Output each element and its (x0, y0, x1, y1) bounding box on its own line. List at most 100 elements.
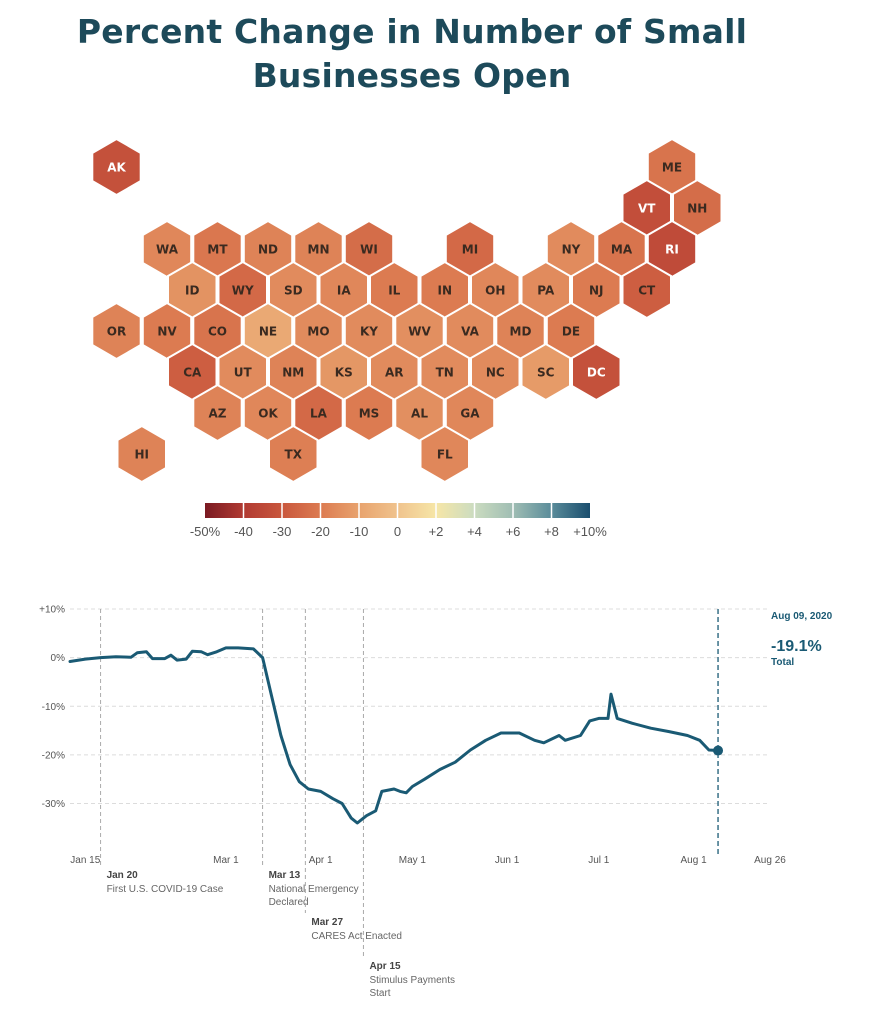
hex-nj[interactable]: NJ (571, 260, 622, 320)
hex-label: SD (284, 284, 303, 298)
hex-wv[interactable]: WV (394, 301, 445, 361)
annotation-text: National Emergency (269, 884, 359, 895)
hex-tile (470, 342, 521, 402)
hex-label: AR (385, 366, 404, 380)
hex-me[interactable]: ME (646, 137, 698, 197)
hex-mt[interactable]: MT (192, 219, 243, 279)
legend-tick-label: -40 (234, 524, 253, 539)
hex-tile (268, 424, 319, 484)
hex-ms[interactable]: MS (343, 383, 395, 443)
hex-ak[interactable]: AK (91, 137, 142, 197)
hex-vt[interactable]: VT (621, 178, 672, 238)
hex-label: MT (207, 243, 228, 257)
hex-label: OR (107, 325, 126, 339)
hex-nh[interactable]: NH (672, 178, 723, 238)
y-tick-label: -10% (42, 702, 65, 713)
x-tick-label: Jan 15 (70, 855, 100, 866)
annotation-apr-15: Apr 15 Stimulus Payments Start (362, 609, 455, 999)
hex-label: TX (285, 448, 303, 462)
hex-map: AK ME VT NH WA MT ND MN WI MI NY MA RI ID WY SD IA IL IN OH… (91, 137, 723, 539)
hex-or[interactable]: OR (91, 301, 142, 361)
end-label-value: -19.1% (771, 638, 822, 655)
x-tick-label: Jun 1 (495, 855, 520, 866)
hex-label: FL (437, 448, 453, 462)
hex-label: MS (359, 407, 380, 421)
hex-dc[interactable]: DC (571, 342, 622, 402)
line-chart: +10% 0% -10% -20% -30% Jan 15 Mar 1 Apr 1 May 1 J… (39, 605, 833, 1000)
hex-label: NV (157, 325, 177, 339)
hex-tn[interactable]: TN (419, 342, 470, 402)
hex-label: TN (436, 366, 454, 380)
hex-label: KS (335, 366, 353, 380)
legend-tick-label: 0 (394, 524, 401, 539)
hex-label: MN (308, 243, 330, 257)
legend-swatch (359, 503, 398, 518)
hex-la[interactable]: LA (293, 383, 344, 443)
hex-tx[interactable]: TX (268, 424, 319, 484)
hex-label: AL (411, 407, 428, 421)
hex-label: KY (360, 325, 378, 339)
hex-label: CT (638, 284, 656, 298)
annotation-date: Mar 27 (311, 917, 343, 928)
hex-md[interactable]: MD (495, 301, 546, 361)
hex-label: GA (460, 407, 480, 421)
hex-label: ID (185, 284, 199, 298)
y-tick-label: -20% (42, 750, 65, 761)
hex-label: LA (310, 407, 328, 421)
hex-label: NH (687, 202, 707, 216)
end-label-date: Aug 09, 2020 (771, 611, 833, 622)
hex-tile (672, 178, 723, 238)
hex-label: MD (510, 325, 532, 339)
hex-wa[interactable]: WA (141, 219, 193, 279)
hex-ok[interactable]: OK (242, 383, 294, 443)
hex-label: ND (258, 243, 278, 257)
y-tick-label: -30% (42, 799, 65, 810)
hex-tile (621, 260, 672, 320)
annotation-text: CARES Act Enacted (311, 931, 402, 942)
series-line (68, 646, 720, 825)
legend-tick-label: +2 (429, 524, 444, 539)
hex-ks[interactable]: KS (318, 342, 369, 402)
hex-label: UT (234, 366, 253, 380)
hex-sc[interactable]: SC (520, 342, 571, 402)
hex-tile (571, 342, 622, 402)
chart-title-line2: Businesses Open (252, 56, 572, 95)
hex-label: PA (537, 284, 555, 298)
hex-va[interactable]: VA (444, 301, 496, 361)
legend-swatch (436, 503, 475, 518)
legend-swatch (243, 503, 282, 518)
hex-wi[interactable]: WI (343, 219, 395, 279)
hex-fl[interactable]: FL (419, 424, 470, 484)
hex-pa[interactable]: PA (520, 260, 571, 320)
hex-label: NJ (589, 284, 604, 298)
hex-ne[interactable]: NE (242, 301, 294, 361)
legend-swatch (320, 503, 359, 518)
annotation-mar-27: Mar 27 CARES Act Enacted (304, 609, 402, 942)
hex-label: IL (388, 284, 400, 298)
hex-az[interactable]: AZ (192, 383, 243, 443)
x-tick-label: May 1 (399, 855, 427, 866)
hex-label: VT (638, 202, 656, 216)
hex-label: WY (232, 284, 254, 298)
hex-label: AZ (209, 407, 227, 421)
annotation-mar-13: Mar 13 National Emergency Declared (262, 609, 359, 908)
hex-label: OK (258, 407, 278, 421)
hex-label: WI (360, 243, 378, 257)
hex-label: WV (408, 325, 431, 339)
hex-nc[interactable]: NC (470, 342, 521, 402)
hex-ny[interactable]: NY (545, 219, 597, 279)
end-point-marker[interactable] (713, 745, 724, 756)
hex-hi[interactable]: HI (116, 424, 167, 484)
hex-label: NY (562, 243, 581, 257)
color-legend: -50% -40 -30 -20 -10 0 +2 +4 +6 +8 +10% (190, 503, 607, 539)
annotation-date: Mar 13 (269, 870, 301, 881)
hex-ar[interactable]: AR (369, 342, 420, 402)
hex-ct[interactable]: CT (621, 260, 672, 320)
legend-swatch (205, 503, 244, 518)
hex-co[interactable]: CO (192, 301, 243, 361)
annotation-text: Declared (269, 897, 309, 908)
chart-title: Percent Change in Number of Small Busine… (0, 10, 824, 98)
legend-swatch (474, 503, 513, 518)
hex-label: WA (156, 243, 179, 257)
hex-label: DC (587, 366, 606, 380)
